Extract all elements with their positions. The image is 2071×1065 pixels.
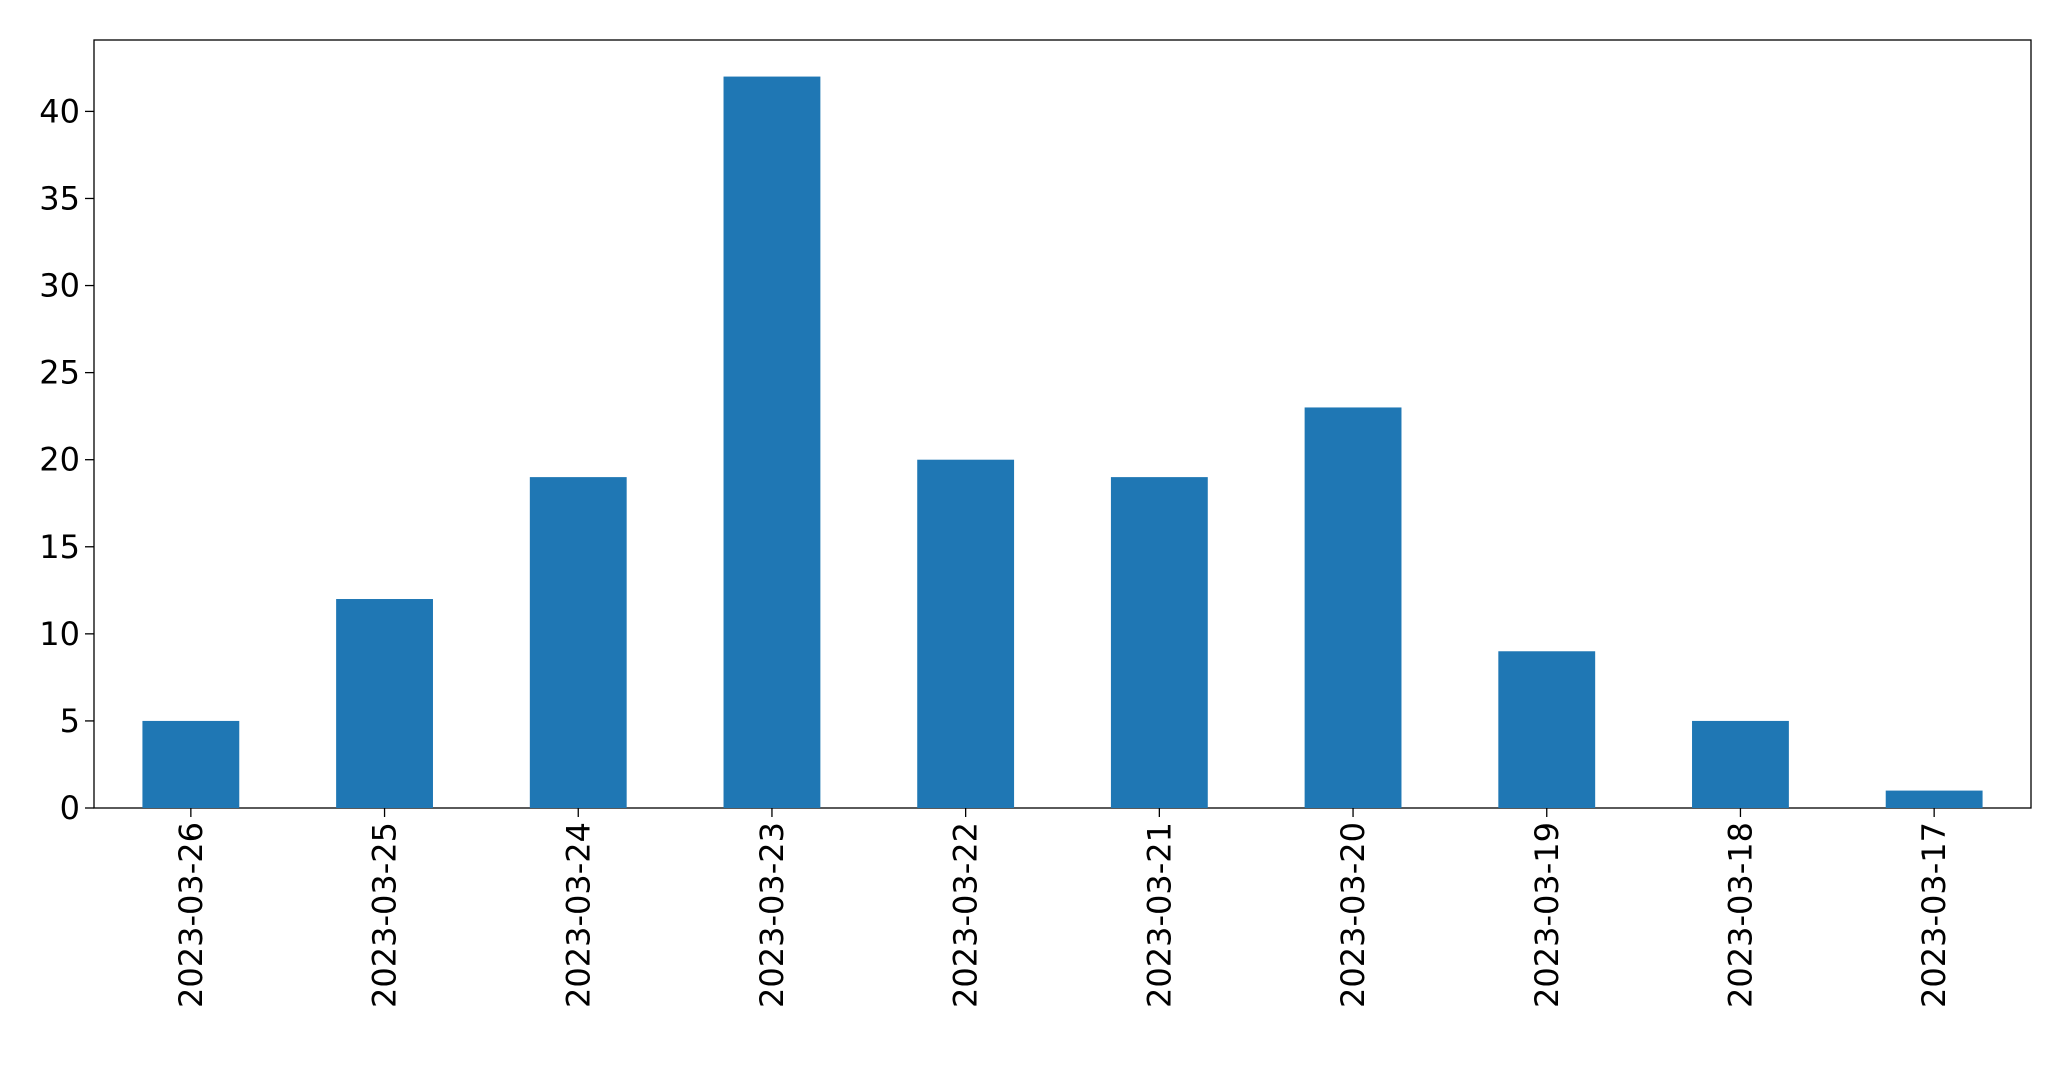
y-tick-label: 20 [39, 441, 80, 479]
y-tick-label: 10 [39, 615, 80, 653]
x-tick-label: 2023-03-26 [172, 822, 210, 1008]
axes-frame [93, 39, 2032, 809]
bar [1692, 720, 1789, 808]
bar [142, 720, 240, 808]
y-tick-label: 40 [39, 92, 80, 130]
bar [917, 459, 1015, 808]
x-tick-label: 2023-03-21 [1140, 822, 1178, 1008]
x-tick-label: 2023-03-22 [947, 822, 985, 1008]
bar [529, 477, 627, 808]
x-tick-label: 2023-03-23 [753, 822, 791, 1008]
x-tick-label: 2023-03-17 [1915, 822, 1953, 1008]
y-tick-label: 30 [39, 267, 80, 305]
x-tick-label: 2023-03-19 [1528, 822, 1566, 1008]
y-tick-label: 0 [60, 789, 80, 827]
bar [1110, 477, 1208, 808]
x-tick-label: 2023-03-20 [1334, 822, 1372, 1008]
x-tick-label: 2023-03-25 [366, 822, 404, 1008]
bar [1304, 407, 1402, 808]
x-tick-label: 2023-03-18 [1721, 822, 1759, 1008]
y-tick-label: 35 [39, 179, 80, 217]
bar [723, 76, 821, 809]
bar [1885, 790, 1983, 808]
y-tick-label: 15 [39, 528, 80, 566]
y-tick-label: 25 [39, 354, 80, 392]
x-tick-label: 2023-03-24 [559, 822, 597, 1008]
bar [336, 599, 433, 808]
bar [1498, 651, 1596, 808]
y-tick-label: 5 [60, 702, 80, 740]
